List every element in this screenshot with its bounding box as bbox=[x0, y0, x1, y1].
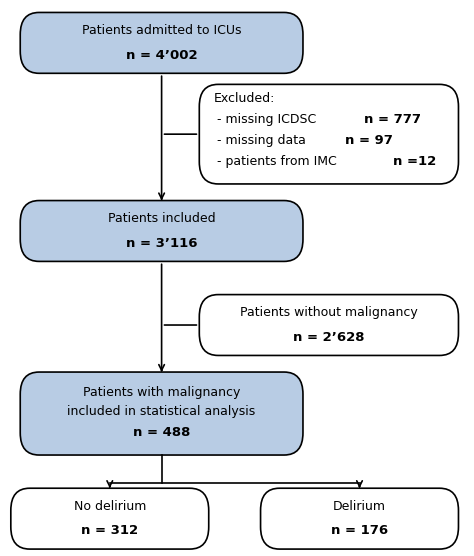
Text: n = 97: n = 97 bbox=[346, 134, 393, 147]
Text: Patients included: Patients included bbox=[108, 212, 215, 225]
Text: included in statistical analysis: included in statistical analysis bbox=[67, 405, 256, 418]
FancyBboxPatch shape bbox=[261, 488, 458, 549]
Text: n = 4’002: n = 4’002 bbox=[126, 48, 197, 62]
Text: - missing ICDSC: - missing ICDSC bbox=[213, 113, 321, 126]
Text: No delirium: No delirium bbox=[73, 500, 146, 513]
Text: - missing data: - missing data bbox=[213, 134, 310, 147]
FancyBboxPatch shape bbox=[20, 372, 303, 455]
FancyBboxPatch shape bbox=[20, 12, 303, 73]
Text: n = 312: n = 312 bbox=[81, 524, 138, 537]
Text: Excluded:: Excluded: bbox=[213, 92, 275, 105]
Text: n = 176: n = 176 bbox=[331, 524, 388, 537]
Text: n = 488: n = 488 bbox=[133, 426, 190, 439]
Text: n = 2’628: n = 2’628 bbox=[293, 331, 365, 344]
Text: Patients admitted to ICUs: Patients admitted to ICUs bbox=[82, 24, 241, 37]
FancyBboxPatch shape bbox=[11, 488, 209, 549]
Text: Patients without malignancy: Patients without malignancy bbox=[240, 306, 418, 319]
Text: Delirium: Delirium bbox=[333, 500, 386, 513]
FancyBboxPatch shape bbox=[199, 295, 458, 355]
Text: Patients with malignancy: Patients with malignancy bbox=[83, 386, 240, 399]
FancyBboxPatch shape bbox=[199, 85, 458, 184]
Text: - patients from IMC: - patients from IMC bbox=[213, 155, 341, 168]
Text: n =12: n =12 bbox=[392, 155, 436, 168]
Text: n = 3’116: n = 3’116 bbox=[126, 237, 197, 250]
Text: n = 777: n = 777 bbox=[364, 113, 421, 126]
FancyBboxPatch shape bbox=[20, 201, 303, 261]
